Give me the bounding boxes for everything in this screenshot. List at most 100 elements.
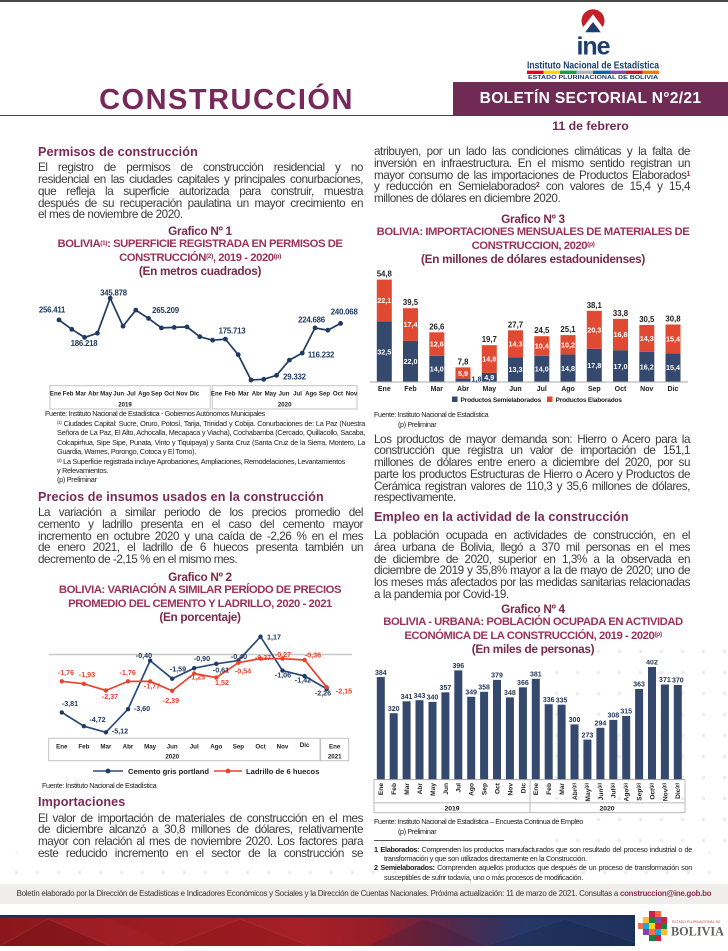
svg-text:-1,76: -1,76 — [120, 668, 136, 677]
svg-text:2019: 2019 — [444, 805, 459, 812]
svg-text:10,4: 10,4 — [535, 342, 549, 351]
svg-text:Ago: Ago — [561, 386, 575, 393]
svg-text:Ene: Ene — [211, 390, 223, 397]
svg-text:Jun(p): Jun(p) — [597, 782, 605, 800]
svg-text:240.068: 240.068 — [331, 308, 359, 317]
svg-text:Ladrillo de 6 huecos: Ladrillo de 6 huecos — [246, 767, 319, 776]
svg-text:10,2: 10,2 — [561, 340, 575, 349]
svg-text:Feb: Feb — [404, 386, 416, 393]
svg-text:26,6: 26,6 — [429, 322, 445, 331]
svg-text:Sep: Sep — [151, 390, 162, 397]
svg-text:14,0: 14,0 — [430, 365, 444, 374]
svg-text:Jun: Jun — [279, 390, 290, 397]
svg-text:381: 381 — [530, 672, 542, 679]
svg-text:Productos Semielaborados: Productos Semielaborados — [461, 397, 542, 404]
svg-text:348: 348 — [504, 690, 516, 697]
svg-text:Jul: Jul — [190, 744, 199, 751]
svg-text:2020: 2020 — [278, 402, 292, 409]
svg-text:Nov: Nov — [507, 783, 514, 796]
svg-text:Ene: Ene — [378, 783, 385, 795]
svg-text:17,4: 17,4 — [404, 320, 418, 329]
svg-text:-2,26: -2,26 — [315, 689, 331, 698]
svg-text:Ago: Ago — [469, 783, 476, 796]
svg-text:2020: 2020 — [599, 805, 614, 812]
svg-text:265.209: 265.209 — [152, 306, 180, 315]
svg-text:-3,81: -3,81 — [62, 699, 78, 708]
svg-text:256.411: 256.411 — [39, 306, 66, 315]
svg-text:Dic: Dic — [668, 386, 679, 393]
svg-text:Feb: Feb — [391, 783, 398, 795]
svg-text:363: 363 — [633, 682, 645, 689]
svg-text:Abr: Abr — [88, 390, 99, 397]
svg-text:Ago: Ago — [305, 390, 317, 397]
svg-text:Feb: Feb — [225, 390, 236, 397]
svg-text:175.713: 175.713 — [219, 326, 247, 335]
svg-text:16,2: 16,2 — [640, 363, 654, 372]
svg-text:-0,27: -0,27 — [255, 653, 271, 662]
svg-text:Oct: Oct — [333, 390, 343, 397]
svg-text:12,6: 12,6 — [430, 340, 444, 349]
svg-text:Sep: Sep — [233, 744, 245, 751]
svg-text:-1,06: -1,06 — [275, 671, 291, 680]
svg-text:Jun: Jun — [509, 386, 521, 393]
svg-text:Nov: Nov — [640, 386, 653, 393]
svg-text:Jun: Jun — [167, 744, 178, 751]
svg-text:14,0: 14,0 — [535, 365, 549, 374]
svg-text:Jun: Jun — [113, 390, 124, 397]
svg-text:20,3: 20,3 — [587, 326, 601, 335]
svg-text:2020: 2020 — [165, 754, 179, 761]
svg-text:30,8: 30,8 — [665, 315, 681, 324]
svg-text:402: 402 — [646, 660, 658, 667]
svg-text:Feb: Feb — [78, 744, 89, 751]
svg-text:14,8: 14,8 — [561, 364, 575, 373]
svg-text:BOLIVIA: BOLIVIA — [671, 925, 724, 939]
svg-text:Mar: Mar — [238, 390, 249, 397]
svg-text:17,0: 17,0 — [614, 362, 628, 371]
svg-text:16,8: 16,8 — [614, 330, 628, 339]
svg-text:14,8: 14,8 — [482, 355, 496, 364]
svg-text:Feb: Feb — [546, 783, 553, 795]
svg-text:22,0: 22,0 — [404, 357, 418, 366]
svg-text:308: 308 — [607, 713, 619, 720]
svg-text:Dic: Dic — [300, 742, 310, 749]
svg-text:396: 396 — [452, 663, 464, 670]
svg-text:29.332: 29.332 — [283, 372, 307, 381]
svg-text:335: 335 — [556, 697, 568, 704]
svg-text:Jul: Jul — [127, 390, 136, 397]
svg-text:186.218: 186.218 — [71, 339, 99, 348]
svg-text:1,8: 1,8 — [472, 375, 482, 384]
svg-text:May: May — [482, 386, 496, 393]
svg-text:Nov: Nov — [176, 390, 188, 397]
svg-text:358: 358 — [478, 685, 490, 692]
svg-text:-1,93: -1,93 — [79, 670, 95, 679]
svg-text:Sep: Sep — [319, 390, 330, 397]
svg-text:116.232: 116.232 — [308, 351, 335, 360]
svg-text:-5,12: -5,12 — [112, 727, 128, 736]
svg-text:Mar: Mar — [559, 783, 566, 795]
svg-text:371: 371 — [659, 677, 671, 684]
svg-text:Jul: Jul — [537, 386, 547, 393]
svg-text:-0,36: -0,36 — [305, 651, 321, 660]
svg-text:Abr: Abr — [123, 744, 134, 751]
svg-text:315: 315 — [620, 709, 632, 716]
svg-text:Ago: Ago — [210, 744, 222, 751]
svg-text:357: 357 — [440, 685, 452, 692]
svg-text:Mar: Mar — [75, 390, 86, 397]
svg-text:Dic(p): Dic(p) — [675, 782, 683, 798]
svg-text:ESTADO PLURINACIONAL DE: ESTADO PLURINACIONAL DE — [672, 920, 721, 924]
svg-text:-1,25: -1,25 — [189, 673, 205, 682]
svg-text:19,7: 19,7 — [482, 335, 497, 344]
svg-text:343: 343 — [414, 693, 426, 700]
svg-text:25,1: 25,1 — [560, 325, 576, 334]
svg-text:-0,40: -0,40 — [231, 652, 247, 661]
svg-text:341: 341 — [401, 694, 413, 701]
svg-text:38,1: 38,1 — [587, 301, 603, 310]
svg-text:-0,54: -0,54 — [235, 667, 251, 676]
svg-text:-0,27: -0,27 — [275, 650, 291, 659]
svg-text:Sep(p): Sep(p) — [636, 782, 644, 800]
svg-text:Oct(p): Oct(p) — [649, 782, 657, 799]
svg-text:Oct: Oct — [615, 386, 627, 393]
svg-text:-1,59: -1,59 — [170, 665, 186, 674]
svg-text:Dic: Dic — [520, 783, 527, 794]
svg-text:May: May — [100, 390, 112, 397]
